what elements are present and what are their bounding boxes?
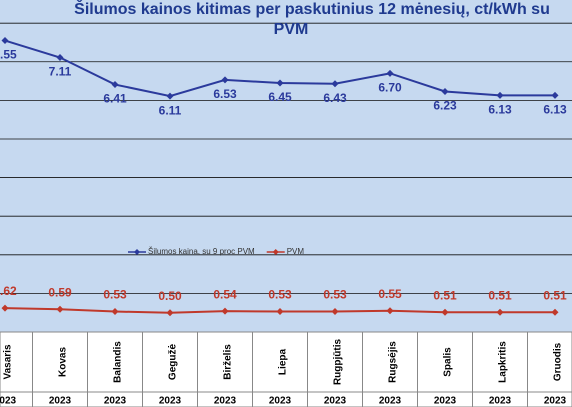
data-label: 6.41: [103, 92, 127, 106]
year-label: 2023: [159, 396, 182, 407]
x-tick-label: Balandis: [113, 341, 124, 383]
marker: [166, 309, 174, 317]
plot-area: [0, 0, 572, 332]
x-tick-label: Spalis: [443, 347, 454, 377]
marker: [111, 308, 119, 316]
chart-title: Šilumos kainos kitimas per paskutinius 1…: [74, 0, 550, 18]
x-tick-label: Birželis: [223, 344, 234, 380]
x-tick-label: Kovas: [58, 347, 69, 377]
x-tick-label: Vasaris: [3, 344, 14, 379]
data-label: 0.53: [323, 288, 347, 302]
marker: [276, 79, 284, 87]
x-tick-label: Gegužė: [168, 344, 179, 381]
marker: [166, 92, 174, 100]
marker: [276, 308, 284, 316]
data-label: 0.51: [433, 288, 457, 302]
data-label: 0.51: [543, 288, 567, 302]
marker: [496, 91, 504, 99]
year-label: 2023: [0, 396, 17, 407]
marker: [331, 308, 339, 316]
x-tick-label: Gruodis: [553, 342, 564, 381]
data-label: 0.54: [213, 287, 237, 301]
data-label: 0.62: [0, 284, 17, 298]
year-label: 2023: [49, 396, 72, 407]
legend-marker: [272, 249, 279, 255]
x-tick-label: Lapkritis: [498, 341, 509, 383]
data-label: 6.13: [543, 103, 567, 117]
year-label: 2023: [379, 396, 402, 407]
data-label: 0.53: [268, 288, 292, 302]
marker: [1, 304, 9, 312]
data-label: 6.53: [213, 87, 237, 101]
marker: [441, 87, 449, 95]
year-label: 2023: [489, 396, 512, 407]
x-tick-label: Liepa: [278, 349, 289, 376]
data-label: 6.23: [433, 99, 457, 113]
data-label: 6.70: [378, 81, 402, 95]
year-label: 2023: [269, 396, 292, 407]
marker: [56, 54, 64, 62]
data-label: 0.50: [158, 289, 182, 303]
data-label: 0.51: [488, 288, 512, 302]
data-label: 6.11: [159, 103, 182, 117]
data-label: 0.53: [103, 288, 127, 302]
data-label: 6.45: [268, 90, 292, 104]
legend-label: Šilumos kaina, su 9 proc PVM: [148, 247, 255, 256]
data-label: 0.55: [378, 287, 402, 301]
marker: [221, 307, 229, 315]
marker: [1, 37, 9, 45]
data-label: 7.55: [0, 48, 17, 62]
marker: [386, 307, 394, 315]
marker: [551, 308, 559, 316]
x-tick-label: Rugpjūtis: [333, 339, 344, 386]
data-label: 0.59: [48, 285, 72, 299]
data-label: 7.11: [49, 65, 72, 79]
marker: [441, 308, 449, 316]
data-label: 6.13: [488, 103, 512, 117]
chart-title: PVM: [274, 21, 309, 38]
x-tick-label: Rugsėjis: [388, 341, 399, 383]
legend-marker: [134, 249, 140, 255]
marker: [551, 91, 559, 99]
year-label: 2023: [214, 396, 237, 407]
marker: [111, 81, 119, 89]
year-label: 2023: [544, 396, 567, 407]
category-table: [0, 331, 572, 407]
data-label: 6.43: [323, 91, 347, 105]
year-label: 2023: [434, 396, 457, 407]
marker: [386, 69, 394, 77]
marker: [56, 305, 64, 313]
marker: [331, 80, 339, 88]
year-label: 2023: [324, 396, 347, 407]
marker: [496, 308, 504, 316]
marker: [221, 76, 229, 84]
year-label: 2023: [104, 396, 127, 407]
legend-label: PVM: [287, 247, 305, 256]
